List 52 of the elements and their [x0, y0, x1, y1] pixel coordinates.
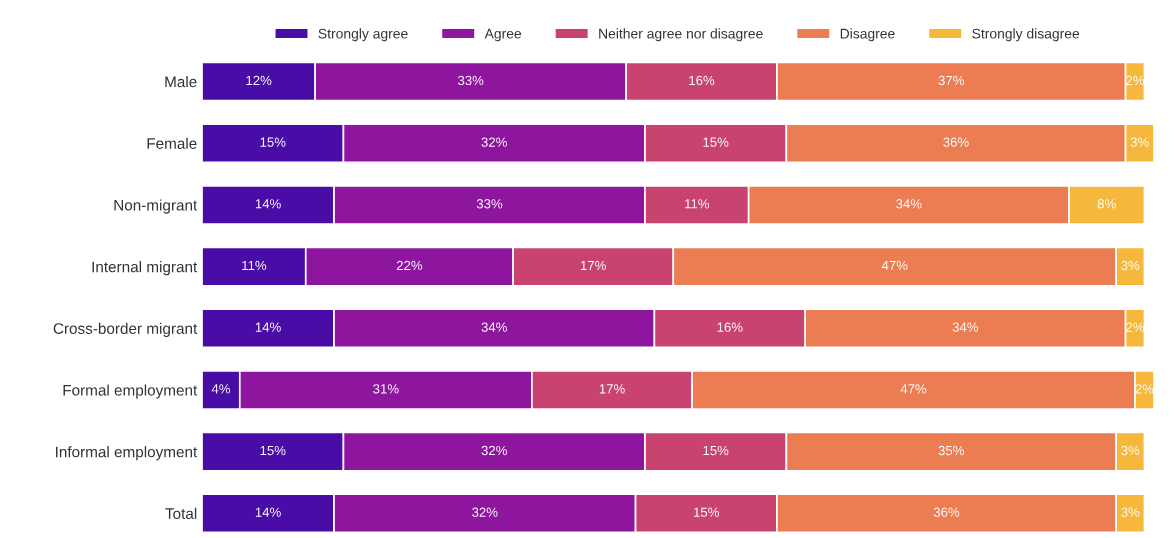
data-label: 22%: [396, 260, 423, 271]
data-label: 37%: [938, 75, 964, 86]
data-label: 16%: [717, 322, 743, 332]
data-label: 8%: [1097, 199, 1116, 209]
legend-label: Strongly agree: [318, 28, 408, 42]
data-label: 12%: [246, 75, 272, 86]
data-label: 47%: [881, 260, 908, 271]
legend-label: Agree: [484, 28, 522, 42]
y-tick-label: Non-migrant: [114, 199, 198, 214]
data-label: 14%: [255, 322, 281, 332]
data-label: 14%: [255, 199, 281, 209]
data-label: 3%: [1121, 507, 1140, 517]
data-label: 36%: [933, 507, 960, 517]
data-label: 33%: [457, 75, 484, 86]
data-label: 4%: [211, 384, 231, 394]
data-label: 35%: [938, 445, 964, 456]
data-label: 15%: [694, 507, 719, 517]
data-label: 32%: [481, 445, 507, 456]
data-label: 36%: [943, 137, 969, 147]
data-label: 15%: [260, 137, 286, 147]
data-label: 15%: [260, 445, 286, 456]
data-label: 32%: [481, 137, 507, 147]
data-label: 17%: [580, 260, 606, 271]
data-label: 3%: [1121, 445, 1140, 456]
data-label: 34%: [896, 199, 922, 209]
data-label: 15%: [703, 445, 729, 456]
data-label: 2%: [1126, 75, 1145, 86]
data-label: 17%: [599, 384, 625, 394]
y-tick-label: Total: [165, 507, 197, 520]
data-label: 14%: [255, 507, 281, 517]
y-tick-label: Cross-border migrant: [53, 322, 198, 337]
legend-label: Disagree: [840, 28, 895, 42]
data-label: 2%: [1126, 322, 1145, 332]
data-label: 32%: [472, 507, 498, 517]
y-tick-label: Internal migrant: [92, 261, 198, 276]
y-tick-label: Informal employment: [56, 446, 198, 461]
data-label: 16%: [689, 75, 715, 86]
data-label: 34%: [952, 322, 979, 332]
data-label: 3%: [1130, 137, 1149, 147]
data-label: 31%: [373, 384, 399, 394]
y-tick-label: Female: [147, 137, 197, 149]
legend-label: Strongly disagree: [972, 28, 1080, 42]
data-label: 3%: [1121, 260, 1140, 271]
y-tick-label: Male: [165, 76, 197, 88]
data-label: 34%: [481, 322, 507, 332]
data-label: 11%: [242, 260, 267, 271]
data-label: 11%: [685, 199, 710, 209]
data-label: 47%: [900, 384, 927, 394]
legend-label: Neither agree nor disagree: [599, 28, 763, 42]
data-label: 33%: [476, 199, 503, 209]
y-tick-label: Formal employment: [63, 384, 198, 399]
data-label: 15%: [703, 137, 729, 147]
